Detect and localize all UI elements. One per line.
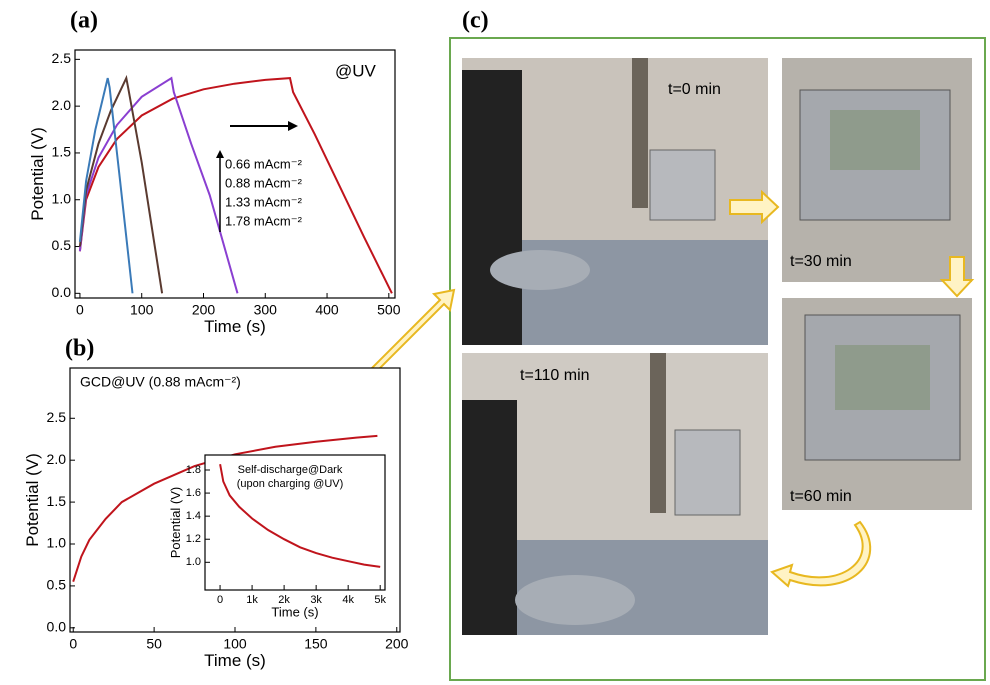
photo-lamp [462,70,522,345]
series-line [72,434,378,583]
y-tick-label: 1.5 [52,144,72,160]
x-tick-label: 0 [76,301,84,317]
y-tick-label: 0.0 [47,619,67,635]
panel-label: (c) [462,8,489,34]
y-tick-label: 0.5 [47,577,67,593]
annotation: GCD@UV (0.88 mAcm⁻²) [80,374,241,390]
x-tick-label: 100 [223,635,247,651]
x-tick-label: 100 [130,301,154,317]
legend-arrow-head [216,150,224,158]
panel-label: (a) [70,8,98,34]
y-tick-label: 1.0 [52,190,72,206]
photo-lamp [462,400,517,635]
legend-entry: 0.88 mAcm⁻² [225,175,303,190]
arrow [770,520,872,588]
x-tick-label: 200 [385,635,409,651]
y-tick-label: 2.0 [47,451,67,467]
plot-area [204,454,386,591]
annotation: Self-discharge@Dark [238,464,343,476]
arrow [939,256,975,298]
panel-label: (b) [65,336,94,362]
arrows [356,189,975,588]
x-tick-label: 2k [278,594,290,606]
series-line [78,77,393,294]
photo-stand [490,250,590,290]
y-tick-label: 1.2 [186,533,201,545]
y-tick-label: 2.5 [52,50,72,66]
y-tick-label: 1.8 [186,464,201,476]
x-axis-label: Time (s) [204,317,266,336]
photo-label: t=30 min [790,253,852,270]
photo-rod [650,353,666,513]
x-tick-label: 150 [304,635,328,651]
y-axis-label: Potential (V) [28,127,47,221]
y-tick-label: 0.0 [52,284,72,300]
x-tick-label: 50 [146,635,162,651]
photo-clock-screen [830,110,920,170]
y-tick-label: 2.0 [52,97,72,113]
x-tick-label: 4k [342,594,354,606]
photo-clock-screen [835,345,930,410]
legend-entry: 1.33 mAcm⁻² [225,194,303,209]
x-tick-label: 0 [69,635,77,651]
x-tick-label: 5k [374,594,386,606]
annotation: (upon charging @UV) [237,478,344,490]
annotation: @UV [335,61,377,80]
x-tick-label: 500 [377,301,401,317]
x-tick-label: 200 [192,301,216,317]
arrow [729,189,780,225]
y-tick-label: 1.0 [47,535,67,551]
series-line [78,74,164,294]
x-tick-label: 0 [217,594,223,606]
photo-label: t=0 min [668,81,721,98]
legend-arrow-head [288,121,298,131]
y-axis-label: Potential (V) [168,487,183,559]
photo-stand [515,575,635,625]
photo-frame [449,37,986,681]
x-axis-label: Time (s) [271,605,318,620]
series-line [219,464,381,568]
legend-entry: 1.78 mAcm⁻² [225,213,303,228]
photo-clock [649,149,716,221]
x-tick-label: 1k [246,594,258,606]
legend-entry: 0.66 mAcm⁻² [225,156,303,171]
photo-rod [632,58,648,208]
photo-label: t=60 min [790,488,852,505]
photo-label: t=110 min [520,367,590,384]
x-axis-label: Time (s) [204,651,266,670]
y-tick-label: 1.6 [186,487,201,499]
y-tick-label: 0.5 [52,237,72,253]
photo-clock [674,429,741,516]
photos [462,58,972,635]
x-tick-label: 400 [315,301,339,317]
y-tick-label: 1.5 [47,493,67,509]
series-line [78,76,239,294]
y-tick-label: 2.5 [47,409,67,425]
y-axis-label: Potential (V) [23,453,42,547]
x-tick-label: 300 [254,301,278,317]
series-line [78,77,134,294]
y-tick-label: 1.4 [186,510,201,522]
y-tick-label: 1.0 [186,556,201,568]
x-tick-label: 3k [310,594,322,606]
